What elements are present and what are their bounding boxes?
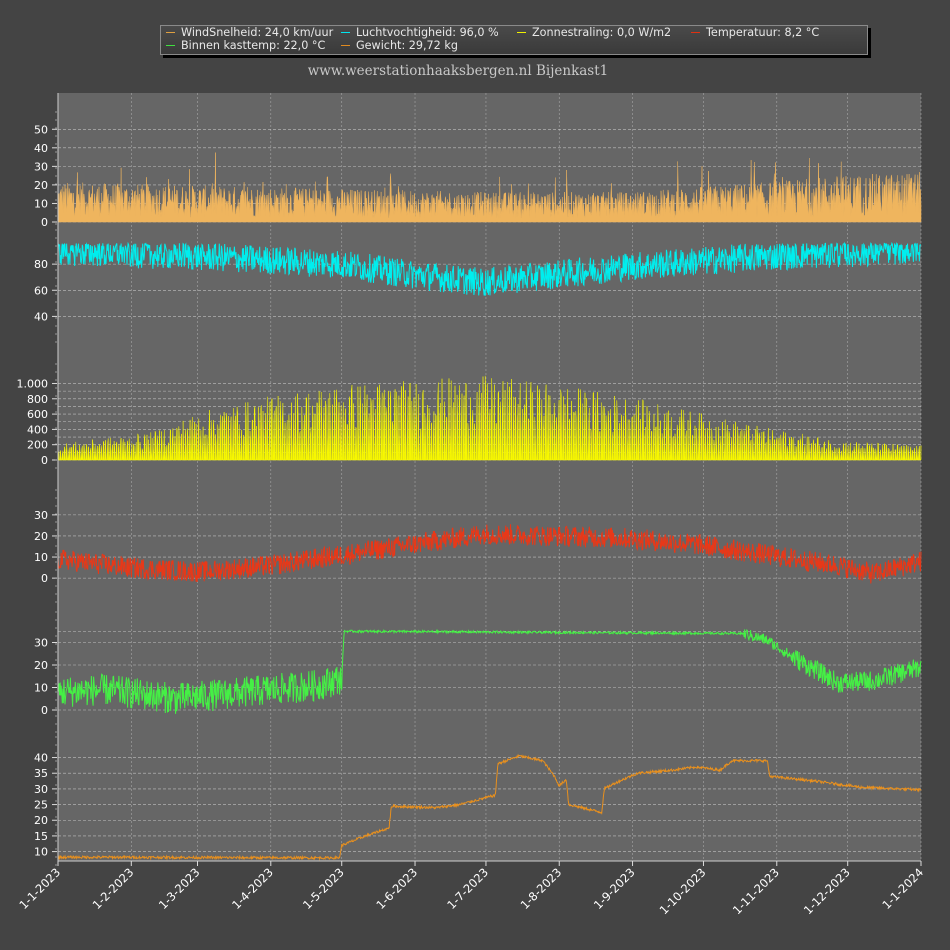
y-tick-label: 40 [34, 142, 48, 155]
legend-swatch-temperatuur [691, 31, 700, 33]
x-tick-label: 1-11-2023 [730, 865, 782, 917]
y-tick-label: 20 [34, 814, 48, 827]
x-tick-label: 1-8-2023 [518, 865, 565, 912]
y-tick-label: 50 [34, 123, 48, 136]
y-tick-label: 10 [34, 682, 48, 695]
series-windsnelheid [57, 152, 922, 223]
legend-swatch-windsnelheid [166, 31, 175, 33]
y-tick-label: 20 [34, 659, 48, 672]
y-tick-label: 800 [27, 393, 48, 406]
x-tick-label: 1-10-2023 [657, 865, 709, 917]
y-tick-label: 15 [34, 830, 48, 843]
legend-item-luchtvochtigheid: Luchtvochtigheid: 96,0 % [341, 26, 499, 40]
x-tick-label: 1-5-2023 [300, 865, 347, 912]
y-tick-label: 20 [34, 179, 48, 192]
y-tick-label: 0 [41, 572, 48, 585]
x-tick-label: 1-1-2024 [879, 865, 926, 912]
legend-swatch-binnen-kasttemp [166, 44, 175, 46]
legend-label-gewicht: Gewicht: 29,72 kg [356, 39, 458, 52]
y-tick-label: 400 [27, 423, 48, 436]
legend-label-windsnelheid: WindSnelheid: 24,0 km/uur [181, 26, 334, 39]
y-tick-label: 30 [34, 783, 48, 796]
y-tick-label: 10 [34, 551, 48, 564]
y-tick-label: 35 [34, 767, 48, 780]
y-tick-label: 25 [34, 799, 48, 812]
legend-label-luchtvochtigheid: Luchtvochtigheid: 96,0 % [356, 26, 499, 39]
chart-subtitle: www.weerstationhaaksbergen.nl Bijenkast1 [307, 63, 609, 79]
chart-legend: WindSnelheid: 24,0 km/uur Luchtvochtighe… [160, 25, 868, 55]
series-gewicht [57, 753, 922, 861]
series-luchtvochtigheid [57, 241, 922, 296]
legend-swatch-gewicht [341, 44, 350, 46]
series-zonnestraling [57, 375, 922, 461]
legend-swatch-zonnestraling [517, 31, 526, 33]
y-tick-label: 60 [34, 284, 48, 297]
y-tick-label: 80 [34, 258, 48, 271]
legend-item-zonnestraling: Zonnestraling: 0,0 W/m2 [517, 26, 671, 40]
y-tick-label: 30 [34, 160, 48, 173]
legend-swatch-luchtvochtigheid [341, 31, 350, 33]
x-tick-label: 1-12-2023 [801, 865, 853, 917]
legend-item-gewicht: Gewicht: 29,72 kg [341, 39, 458, 53]
legend-label-binnen-kasttemp: Binnen kasttemp: 22,0 °C [181, 39, 326, 52]
y-tick-label: 10 [34, 846, 48, 859]
x-tick-label: 1-7-2023 [444, 865, 491, 912]
y-tick-label: 40 [34, 752, 48, 765]
x-tick-label: 1-4-2023 [229, 865, 276, 912]
legend-item-temperatuur: Temperatuur: 8,2 °C [691, 26, 819, 40]
y-tick-label: 0 [41, 216, 48, 229]
y-tick-label: 10 [34, 197, 48, 210]
x-tick-label: 1-6-2023 [373, 865, 420, 912]
series-temperatuur [57, 524, 922, 584]
y-tick-label: 600 [27, 408, 48, 421]
legend-label-zonnestraling: Zonnestraling: 0,0 W/m2 [532, 26, 672, 39]
y-tick-label: 30 [34, 637, 48, 650]
y-tick-label: 0 [41, 454, 48, 467]
x-tick-label: 1-3-2023 [156, 865, 203, 912]
legend-item-binnen-kasttemp: Binnen kasttemp: 22,0 °C [166, 39, 325, 53]
y-tick-label: 20 [34, 530, 48, 543]
legend-item-windsnelheid: WindSnelheid: 24,0 km/uur [166, 26, 333, 40]
y-tick-label: 0 [41, 704, 48, 717]
y-tick-label: 1.000 [17, 377, 49, 390]
series-binnen-kasttemp [57, 628, 922, 714]
y-tick-label: 30 [34, 509, 48, 522]
y-tick-label: 200 [27, 439, 48, 452]
x-tick-label: 1-1-2023 [16, 865, 63, 912]
x-tick-label: 1-9-2023 [591, 865, 638, 912]
y-tick-label: 40 [34, 310, 48, 323]
x-tick-label: 1-2-2023 [90, 865, 137, 912]
legend-label-temperatuur: Temperatuur: 8,2 °C [706, 26, 820, 39]
